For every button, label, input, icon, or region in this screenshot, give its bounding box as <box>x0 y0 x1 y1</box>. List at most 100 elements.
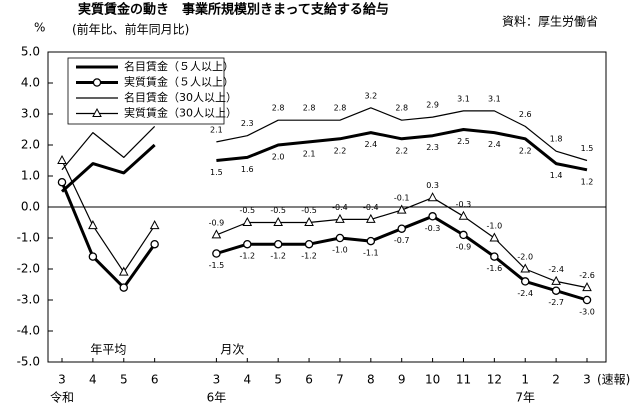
marker <box>243 239 252 249</box>
value-label: -2.0 <box>517 253 533 262</box>
value-label: 2.2 <box>395 146 408 155</box>
x-tick-label: 5 <box>274 373 282 387</box>
value-label: -0.5 <box>270 206 286 215</box>
x-tick-label: 3 <box>58 373 66 387</box>
y-tick-label: 4.0 <box>21 76 40 90</box>
x-tick-label: 3 <box>583 373 591 387</box>
legend-marker <box>92 78 102 87</box>
marker <box>149 220 160 230</box>
marker <box>211 229 222 239</box>
x-tick-label: 2 <box>552 373 560 387</box>
period-label: 令和 <box>50 390 74 405</box>
value-label: 2.0 <box>272 153 285 162</box>
value-label: -0.9 <box>456 242 472 251</box>
marker <box>273 216 284 226</box>
section-label: 月次 <box>220 343 244 357</box>
marker <box>273 239 283 249</box>
marker <box>118 266 129 276</box>
series-line <box>60 128 588 193</box>
x-tick-label: 11 <box>456 373 471 387</box>
x-tick-label: 1 <box>521 373 529 387</box>
subtitle: (前年比、前年同月比) <box>72 22 189 37</box>
marker <box>397 224 406 233</box>
marker <box>458 210 469 220</box>
marker <box>520 263 531 273</box>
x-tick-label: 7 <box>336 373 344 387</box>
value-label: -0.9 <box>209 218 225 227</box>
y-tick-label: 0.0 <box>21 200 40 214</box>
y-tick-label: 5.0 <box>21 45 40 59</box>
marker <box>242 216 253 226</box>
marker <box>57 154 67 164</box>
y-tick-label: -1.0 <box>17 231 40 245</box>
x-tick-label: 9 <box>398 373 406 387</box>
value-label: 2.5 <box>457 137 470 146</box>
value-label: 3.1 <box>457 94 470 103</box>
value-label: -0.1 <box>394 194 410 203</box>
marker <box>366 236 376 246</box>
value-label: -3.0 <box>579 308 595 317</box>
value-label: -0.4 <box>332 203 348 212</box>
y-tick-label: -3.0 <box>17 293 40 307</box>
legend-label: 実質賃金（30人以上） <box>124 106 237 120</box>
y-tick-label: -2.0 <box>17 262 40 276</box>
value-label: -0.7 <box>394 236 410 245</box>
value-label: -0.5 <box>239 206 255 215</box>
value-label: -0.5 <box>301 206 317 215</box>
value-label: 2.8 <box>334 104 347 113</box>
marker <box>427 192 438 202</box>
legend-label: 実質賃金（５人以上） <box>124 75 234 89</box>
value-label: 2.8 <box>303 104 316 113</box>
value-label: 0.3 <box>426 181 439 190</box>
marker <box>396 204 407 214</box>
marker <box>551 286 561 295</box>
y-tick-label: 1.0 <box>21 169 40 183</box>
x-tick-label: 4 <box>89 373 97 387</box>
marker <box>490 252 499 261</box>
period-label: 6年 <box>207 391 227 405</box>
series-line <box>60 181 588 302</box>
note: (速報) <box>597 373 630 387</box>
marker <box>582 282 592 292</box>
source: 資料：厚生労働省 <box>502 15 598 29</box>
marker <box>520 277 530 286</box>
value-label: 2.8 <box>272 104 285 113</box>
marker <box>459 230 468 240</box>
value-label: -2.6 <box>579 271 595 280</box>
value-label: 2.2 <box>519 146 532 155</box>
value-label: 2.2 <box>334 146 347 155</box>
value-label: 1.2 <box>581 177 594 186</box>
value-label: -2.7 <box>548 298 564 307</box>
value-label: 1.8 <box>550 135 563 144</box>
value-label: 1.5 <box>210 168 223 177</box>
legend-label: 名目賃金（30人以上） <box>124 90 237 104</box>
x-tick-label: 5 <box>120 373 128 387</box>
marker <box>304 239 314 249</box>
value-label: -1.5 <box>209 261 225 270</box>
section-label: 年平均 <box>90 343 126 357</box>
value-label: 1.5 <box>581 144 594 153</box>
value-label: 3.1 <box>488 94 501 103</box>
marker <box>428 212 437 221</box>
x-tick-label: 4 <box>243 373 251 387</box>
value-label: 2.3 <box>241 119 254 128</box>
value-label: -0.3 <box>425 224 441 233</box>
value-label: 3.2 <box>364 91 377 100</box>
x-tick-label: 6 <box>151 373 159 387</box>
y-axis-label: % <box>34 21 45 35</box>
marker <box>304 216 314 226</box>
y-tick-label: 2.0 <box>21 138 40 152</box>
marker <box>212 249 221 258</box>
x-tick-label: 12 <box>487 373 502 387</box>
marker <box>57 177 67 187</box>
marker <box>551 275 561 285</box>
marker <box>88 220 98 230</box>
value-label: -0.3 <box>456 200 472 209</box>
marker <box>335 233 345 243</box>
value-label: -1.6 <box>487 264 503 273</box>
value-label: -1.0 <box>332 246 348 255</box>
chart-title: 実質賃金の動き 事業所規模別きまって支給する給与 <box>78 2 389 18</box>
value-label: -0.4 <box>363 203 379 212</box>
value-label: 2.6 <box>519 110 532 119</box>
